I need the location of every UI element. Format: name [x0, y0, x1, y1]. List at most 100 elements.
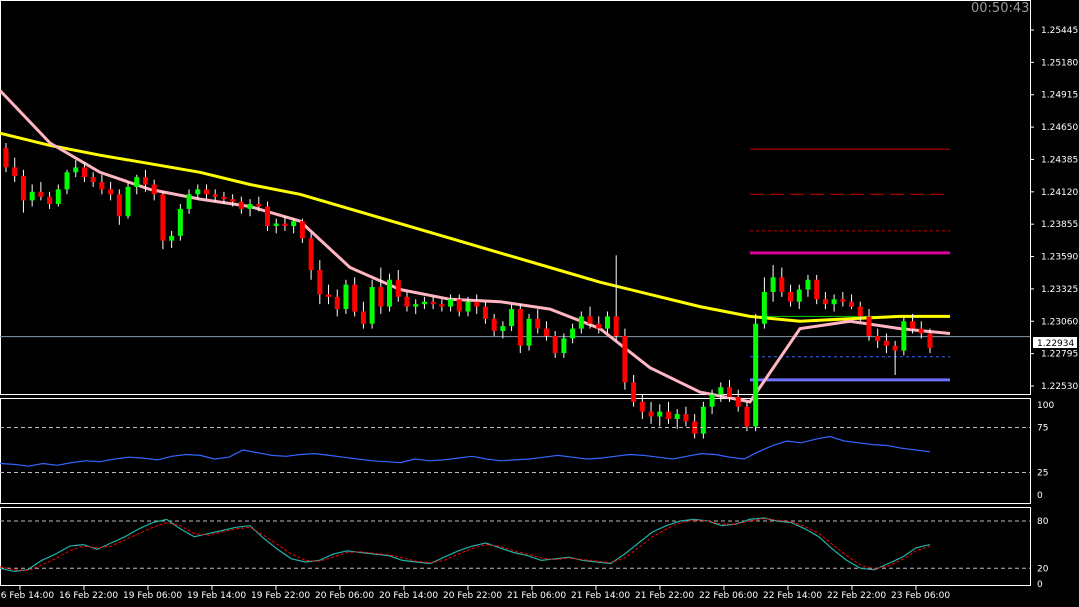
candle — [221, 191, 227, 205]
candle-body — [840, 299, 846, 302]
candle — [456, 294, 462, 317]
candle-body — [927, 333, 933, 349]
candle-body — [282, 223, 288, 227]
candle-body — [849, 301, 855, 307]
candle-body — [683, 414, 689, 422]
stoch-tick: 20 — [1037, 564, 1049, 574]
candle — [622, 328, 628, 390]
candles — [3, 142, 933, 439]
price-tick: 1.23590 — [1041, 253, 1078, 263]
candle — [299, 218, 305, 244]
candle-body — [55, 189, 61, 205]
candle — [448, 294, 454, 312]
candle — [265, 201, 271, 231]
horizontal-levels — [0, 148, 1030, 382]
time-tick: 19 Feb 14:00 — [187, 591, 246, 601]
candle — [805, 274, 811, 297]
candle-body — [543, 328, 549, 336]
candle-body — [901, 321, 907, 351]
candle-body — [517, 309, 523, 346]
candle — [596, 316, 602, 334]
candle-body — [709, 394, 715, 407]
candle-body — [38, 191, 44, 197]
candle-body — [81, 167, 87, 178]
candle — [421, 296, 427, 310]
candle — [866, 309, 872, 341]
candle — [395, 269, 401, 302]
candle-body — [648, 411, 654, 417]
candle-body — [291, 221, 297, 227]
candle-body — [360, 311, 366, 324]
candle-body — [831, 299, 837, 305]
candle-body — [761, 291, 767, 324]
rsi-panel-frame — [0, 398, 1031, 504]
time-tick: 21 Feb 06:00 — [507, 591, 566, 601]
candle-body — [674, 414, 680, 419]
candle — [814, 274, 820, 305]
candle — [753, 313, 759, 432]
candle-body — [299, 221, 305, 239]
rsi-tick: 25 — [1037, 469, 1048, 479]
candle-body — [343, 284, 349, 310]
price-tick: 1.25180 — [1041, 58, 1078, 68]
candle — [674, 409, 680, 429]
price-axis: 1.25445 1.25180 1.24915 1.24650 1.24385 1.241… — [1030, 26, 1078, 392]
candle-body — [883, 340, 889, 346]
candle — [535, 309, 541, 334]
time-axis: 16 Feb 14:00 16 Feb 22:00 19 Feb 06:00 19 F… — [0, 586, 950, 601]
price-tick: 1.23855 — [1041, 220, 1078, 230]
candle — [561, 333, 567, 358]
candle — [849, 294, 855, 310]
current-price-label: 1.22934 — [1033, 337, 1077, 349]
candle — [73, 160, 79, 178]
candle-body — [744, 406, 750, 427]
candle-body — [587, 316, 593, 324]
candle — [831, 294, 837, 312]
candle-body — [334, 296, 340, 310]
candle-body — [727, 387, 733, 397]
candle — [587, 306, 593, 329]
stoch-tick: 80 — [1037, 517, 1049, 527]
candle-body — [142, 177, 148, 185]
candle — [543, 321, 549, 341]
candle — [770, 265, 776, 302]
price-tick: 1.24915 — [1041, 91, 1078, 101]
candle-body — [256, 204, 262, 207]
candle-body — [108, 189, 114, 195]
candle — [639, 394, 645, 419]
candle-body — [12, 167, 18, 176]
candle — [186, 189, 192, 214]
candle-body — [796, 289, 802, 302]
time-tick: 20 Feb 22:00 — [443, 591, 502, 601]
candle — [369, 279, 375, 329]
candle — [291, 218, 297, 234]
candle-body — [247, 204, 253, 209]
candle-body — [631, 382, 637, 402]
candle — [761, 277, 767, 329]
candle-body — [509, 309, 515, 327]
candle — [918, 321, 924, 339]
candle-body — [195, 189, 201, 195]
candle-body — [378, 287, 384, 307]
candle-body — [570, 328, 576, 339]
candle — [883, 333, 889, 354]
candle-body — [177, 208, 183, 236]
candle-body — [892, 345, 898, 351]
candle — [326, 284, 332, 305]
candle — [552, 331, 558, 358]
candle — [20, 169, 26, 213]
time-tick: 22 Feb 14:00 — [763, 591, 822, 601]
candle — [692, 414, 698, 439]
candle — [334, 289, 340, 317]
time-tick: 22 Feb 22:00 — [827, 591, 886, 601]
candle — [195, 184, 201, 200]
candle — [465, 296, 471, 317]
candle — [857, 301, 863, 322]
candle-body — [125, 186, 131, 217]
candle-body — [238, 201, 244, 209]
candle-body — [20, 175, 26, 201]
candle — [709, 389, 715, 415]
candle — [901, 316, 907, 356]
candle — [779, 267, 785, 297]
